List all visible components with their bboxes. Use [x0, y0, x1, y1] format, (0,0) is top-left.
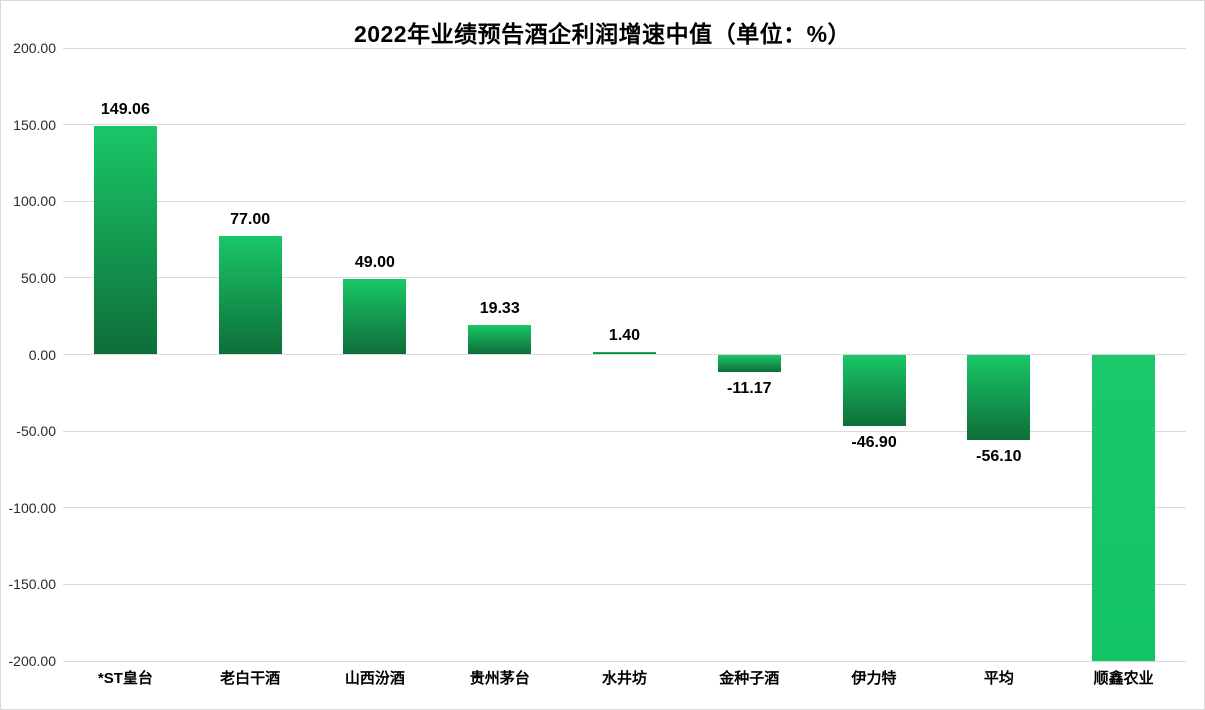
y-axis-tick-label: -200.00: [8, 653, 56, 669]
gridline: [63, 47, 1186, 49]
gridline: [63, 507, 1186, 509]
y-axis-tick-label: 0.00: [28, 346, 56, 363]
y-axis-tick-label: 150.00: [13, 116, 56, 133]
category-label: 贵州茅台: [469, 670, 530, 687]
category-label: *ST皇台: [97, 670, 153, 687]
y-axis-tick-label: -50.00: [16, 423, 56, 440]
bar-value-label: 1.40: [608, 327, 641, 345]
bar-9: [1092, 354, 1156, 661]
bar-8: [967, 354, 1031, 441]
chart-title: 2022年业绩预告酒企利润增速中值（单位：%）: [353, 21, 852, 47]
bar-4: [468, 324, 532, 355]
y-axis-tick-label: 100.00: [13, 193, 56, 210]
bar-value-label: -56.10: [976, 448, 1022, 466]
y-axis-tick-label: 200.00: [13, 40, 56, 56]
bar-value-label: -11.17: [727, 379, 772, 397]
bar-value-label: 149.06: [100, 101, 150, 119]
bar-6: [717, 354, 781, 372]
y-axis-tick-label: -150.00: [8, 576, 56, 593]
bar-2: [218, 236, 282, 355]
category-label: 山西汾酒: [344, 670, 405, 687]
category-label: 老白干酒: [220, 670, 281, 687]
gridline: [63, 354, 1186, 355]
bar-7: [842, 354, 906, 427]
category-label: 顺鑫农业: [1093, 670, 1154, 687]
bar-5: [593, 352, 656, 355]
gridline: [63, 660, 1186, 662]
category-label: 金种子酒: [719, 670, 780, 687]
category-label: 伊力特: [851, 670, 897, 687]
gridline: [63, 430, 1186, 432]
bar-value-label: 77.00: [230, 211, 271, 229]
y-axis-tick-label: 50.00: [20, 269, 56, 286]
y-axis-tick-label: -100.00: [8, 499, 56, 516]
bar-value-label: -46.90: [851, 434, 897, 452]
category-label: 水井坊: [601, 670, 647, 687]
bar-value-label: 19.33: [479, 299, 520, 317]
gridline: [63, 583, 1186, 585]
bar-value-label: 49.00: [354, 254, 395, 272]
plot-area: [63, 47, 1186, 662]
category-label: 平均: [983, 670, 1014, 687]
bar-1: [93, 126, 157, 355]
gridline: [63, 200, 1186, 202]
gridline: [63, 124, 1186, 126]
gridline: [63, 277, 1186, 279]
bar-3: [343, 279, 407, 355]
